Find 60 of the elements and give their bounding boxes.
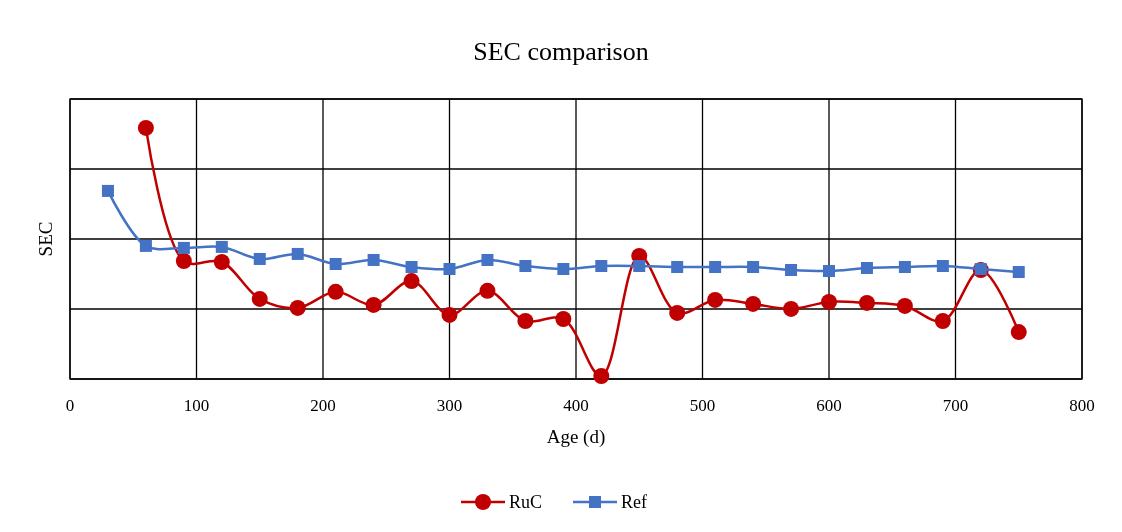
legend-label: RuC bbox=[509, 492, 543, 512]
point bbox=[367, 253, 380, 266]
point bbox=[289, 299, 306, 316]
point bbox=[783, 300, 800, 317]
point bbox=[745, 295, 762, 312]
point bbox=[213, 253, 230, 270]
x-tick-label: 0 bbox=[65, 396, 75, 415]
x-tick-label: 200 bbox=[310, 396, 336, 415]
point bbox=[365, 296, 382, 313]
point bbox=[785, 264, 798, 277]
chart-title: SEC comparison bbox=[473, 37, 649, 66]
point bbox=[858, 294, 875, 311]
point bbox=[403, 273, 420, 290]
point bbox=[481, 253, 494, 266]
point bbox=[934, 312, 951, 329]
point bbox=[137, 119, 154, 136]
point bbox=[253, 252, 266, 265]
point bbox=[557, 263, 570, 276]
point bbox=[517, 312, 534, 329]
x-tick-label: 400 bbox=[563, 396, 589, 415]
point bbox=[1010, 324, 1027, 341]
point bbox=[291, 247, 304, 260]
x-tick-label: 600 bbox=[816, 396, 842, 415]
point bbox=[860, 262, 873, 274]
point bbox=[175, 252, 192, 269]
point bbox=[443, 263, 456, 276]
point bbox=[595, 260, 608, 272]
point bbox=[821, 293, 837, 310]
point bbox=[177, 241, 190, 254]
point bbox=[479, 282, 496, 299]
x-tick-label: 800 bbox=[1069, 396, 1095, 415]
x-tick-label: 300 bbox=[436, 396, 463, 415]
point bbox=[707, 291, 724, 308]
point bbox=[671, 261, 684, 273]
point bbox=[747, 261, 760, 273]
point bbox=[633, 260, 646, 272]
point bbox=[519, 260, 532, 272]
point bbox=[936, 260, 949, 272]
point bbox=[139, 239, 152, 252]
point bbox=[593, 367, 610, 384]
point bbox=[251, 290, 268, 307]
point bbox=[669, 304, 686, 321]
point bbox=[329, 257, 342, 270]
point bbox=[898, 261, 911, 273]
point bbox=[1012, 266, 1025, 279]
point bbox=[555, 310, 572, 327]
point bbox=[327, 283, 344, 300]
point bbox=[441, 306, 458, 323]
legend-label: Ref bbox=[621, 492, 647, 512]
x-tick-label: 700 bbox=[942, 396, 969, 415]
y-axis-title: SEC bbox=[35, 221, 56, 257]
point bbox=[101, 184, 114, 197]
point bbox=[215, 240, 228, 253]
x-tick-label: 100 bbox=[183, 396, 210, 415]
point bbox=[896, 297, 913, 314]
x-tick-label: 500 bbox=[689, 396, 716, 415]
point bbox=[709, 261, 722, 273]
x-axis-title: Age (d) bbox=[546, 426, 606, 448]
point bbox=[823, 265, 835, 278]
point bbox=[405, 261, 418, 273]
